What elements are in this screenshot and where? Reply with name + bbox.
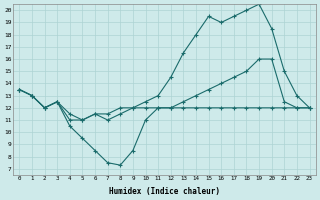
X-axis label: Humidex (Indice chaleur): Humidex (Indice chaleur) [109,187,220,196]
